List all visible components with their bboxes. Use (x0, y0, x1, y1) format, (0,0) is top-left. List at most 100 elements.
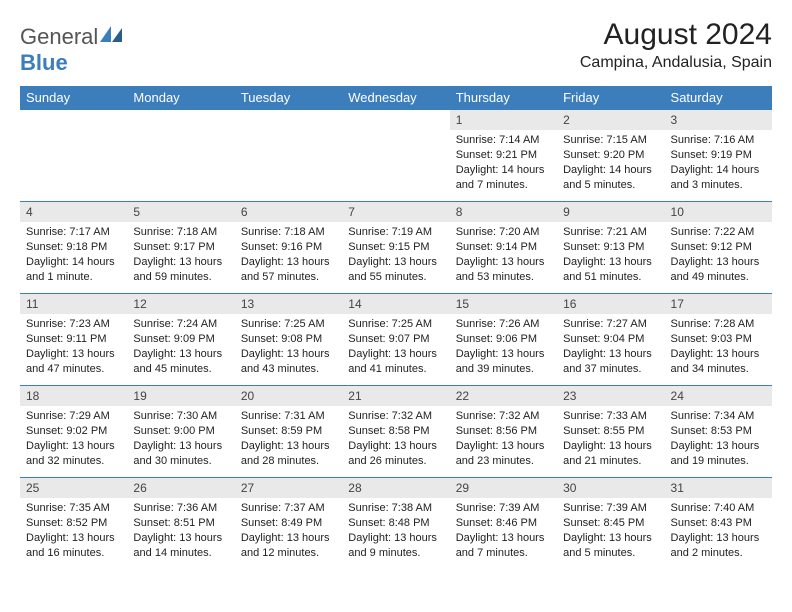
day-sunrise: Sunrise: 7:36 AM (133, 501, 228, 516)
day-dl2: and 39 minutes. (456, 362, 551, 377)
day-dl2: and 34 minutes. (671, 362, 766, 377)
day-body: Sunrise: 7:28 AMSunset: 9:03 PMDaylight:… (665, 314, 772, 380)
day-dl1: Daylight: 13 hours (671, 347, 766, 362)
brand-word-2: Blue (20, 50, 68, 75)
day-sunrise: Sunrise: 7:16 AM (671, 133, 766, 148)
day-sunset: Sunset: 9:03 PM (671, 332, 766, 347)
day-dl2: and 37 minutes. (563, 362, 658, 377)
calendar-cell: 15Sunrise: 7:26 AMSunset: 9:06 PMDayligh… (450, 294, 557, 386)
day-header: Monday (127, 86, 234, 110)
day-sunset: Sunset: 9:13 PM (563, 240, 658, 255)
day-header: Sunday (20, 86, 127, 110)
day-sunset: Sunset: 8:49 PM (241, 516, 336, 531)
day-dl2: and 53 minutes. (456, 270, 551, 285)
day-body: Sunrise: 7:36 AMSunset: 8:51 PMDaylight:… (127, 498, 234, 564)
calendar-cell: 12Sunrise: 7:24 AMSunset: 9:09 PMDayligh… (127, 294, 234, 386)
day-body: Sunrise: 7:17 AMSunset: 9:18 PMDaylight:… (20, 222, 127, 288)
day-dl2: and 16 minutes. (26, 546, 121, 561)
day-dl2: and 26 minutes. (348, 454, 443, 469)
calendar-cell: 5Sunrise: 7:18 AMSunset: 9:17 PMDaylight… (127, 202, 234, 294)
calendar-cell-empty (342, 110, 449, 202)
day-body: Sunrise: 7:14 AMSunset: 9:21 PMDaylight:… (450, 130, 557, 196)
day-number: 17 (665, 294, 772, 314)
day-sunset: Sunset: 8:55 PM (563, 424, 658, 439)
day-dl2: and 7 minutes. (456, 546, 551, 561)
day-number: 4 (20, 202, 127, 222)
day-body: Sunrise: 7:23 AMSunset: 9:11 PMDaylight:… (20, 314, 127, 380)
day-dl2: and 12 minutes. (241, 546, 336, 561)
day-dl2: and 30 minutes. (133, 454, 228, 469)
day-body: Sunrise: 7:18 AMSunset: 9:17 PMDaylight:… (127, 222, 234, 288)
day-sunset: Sunset: 9:15 PM (348, 240, 443, 255)
calendar-week: 4Sunrise: 7:17 AMSunset: 9:18 PMDaylight… (20, 202, 772, 294)
day-number: 9 (557, 202, 664, 222)
day-number: 23 (557, 386, 664, 406)
day-body: Sunrise: 7:21 AMSunset: 9:13 PMDaylight:… (557, 222, 664, 288)
day-body: Sunrise: 7:18 AMSunset: 9:16 PMDaylight:… (235, 222, 342, 288)
day-dl1: Daylight: 13 hours (241, 255, 336, 270)
day-sunset: Sunset: 8:53 PM (671, 424, 766, 439)
calendar-cell: 30Sunrise: 7:39 AMSunset: 8:45 PMDayligh… (557, 478, 664, 570)
day-sunrise: Sunrise: 7:24 AM (133, 317, 228, 332)
day-sunset: Sunset: 9:02 PM (26, 424, 121, 439)
day-dl1: Daylight: 14 hours (456, 163, 551, 178)
day-dl2: and 5 minutes. (563, 546, 658, 561)
calendar-cell: 24Sunrise: 7:34 AMSunset: 8:53 PMDayligh… (665, 386, 772, 478)
day-header: Tuesday (235, 86, 342, 110)
day-body: Sunrise: 7:15 AMSunset: 9:20 PMDaylight:… (557, 130, 664, 196)
day-body: Sunrise: 7:25 AMSunset: 9:08 PMDaylight:… (235, 314, 342, 380)
day-sunrise: Sunrise: 7:21 AM (563, 225, 658, 240)
day-sunrise: Sunrise: 7:38 AM (348, 501, 443, 516)
day-sunset: Sunset: 8:46 PM (456, 516, 551, 531)
day-body: Sunrise: 7:31 AMSunset: 8:59 PMDaylight:… (235, 406, 342, 472)
calendar-cell: 22Sunrise: 7:32 AMSunset: 8:56 PMDayligh… (450, 386, 557, 478)
day-number: 1 (450, 110, 557, 130)
day-dl2: and 45 minutes. (133, 362, 228, 377)
day-dl1: Daylight: 13 hours (671, 255, 766, 270)
calendar-week: 11Sunrise: 7:23 AMSunset: 9:11 PMDayligh… (20, 294, 772, 386)
day-number: 24 (665, 386, 772, 406)
day-number: 8 (450, 202, 557, 222)
day-dl2: and 2 minutes. (671, 546, 766, 561)
sail-icon (100, 26, 122, 44)
day-dl2: and 59 minutes. (133, 270, 228, 285)
day-dl1: Daylight: 13 hours (241, 531, 336, 546)
calendar-cell: 29Sunrise: 7:39 AMSunset: 8:46 PMDayligh… (450, 478, 557, 570)
calendar-cell: 28Sunrise: 7:38 AMSunset: 8:48 PMDayligh… (342, 478, 449, 570)
day-sunrise: Sunrise: 7:32 AM (348, 409, 443, 424)
location: Campina, Andalusia, Spain (580, 54, 772, 72)
day-body: Sunrise: 7:22 AMSunset: 9:12 PMDaylight:… (665, 222, 772, 288)
day-body: Sunrise: 7:20 AMSunset: 9:14 PMDaylight:… (450, 222, 557, 288)
day-sunset: Sunset: 9:06 PM (456, 332, 551, 347)
month-title: August 2024 (580, 18, 772, 52)
day-sunrise: Sunrise: 7:20 AM (456, 225, 551, 240)
day-sunset: Sunset: 9:21 PM (456, 148, 551, 163)
day-dl1: Daylight: 13 hours (348, 531, 443, 546)
day-body: Sunrise: 7:32 AMSunset: 8:56 PMDaylight:… (450, 406, 557, 472)
day-sunset: Sunset: 8:45 PM (563, 516, 658, 531)
day-sunrise: Sunrise: 7:14 AM (456, 133, 551, 148)
day-dl2: and 47 minutes. (26, 362, 121, 377)
day-number: 18 (20, 386, 127, 406)
calendar-table: SundayMondayTuesdayWednesdayThursdayFrid… (20, 86, 772, 570)
day-number: 29 (450, 478, 557, 498)
day-dl1: Daylight: 13 hours (133, 347, 228, 362)
day-sunset: Sunset: 9:08 PM (241, 332, 336, 347)
day-dl2: and 9 minutes. (348, 546, 443, 561)
day-number: 26 (127, 478, 234, 498)
day-dl2: and 43 minutes. (241, 362, 336, 377)
day-sunrise: Sunrise: 7:28 AM (671, 317, 766, 332)
day-dl2: and 28 minutes. (241, 454, 336, 469)
day-body: Sunrise: 7:29 AMSunset: 9:02 PMDaylight:… (20, 406, 127, 472)
day-sunset: Sunset: 8:56 PM (456, 424, 551, 439)
day-dl1: Daylight: 13 hours (133, 439, 228, 454)
calendar-week: 1Sunrise: 7:14 AMSunset: 9:21 PMDaylight… (20, 110, 772, 202)
day-dl1: Daylight: 13 hours (26, 439, 121, 454)
day-sunrise: Sunrise: 7:23 AM (26, 317, 121, 332)
day-body: Sunrise: 7:37 AMSunset: 8:49 PMDaylight:… (235, 498, 342, 564)
day-sunset: Sunset: 8:52 PM (26, 516, 121, 531)
calendar-cell-empty (20, 110, 127, 202)
day-sunrise: Sunrise: 7:40 AM (671, 501, 766, 516)
day-dl1: Daylight: 13 hours (348, 347, 443, 362)
day-dl1: Daylight: 13 hours (563, 531, 658, 546)
